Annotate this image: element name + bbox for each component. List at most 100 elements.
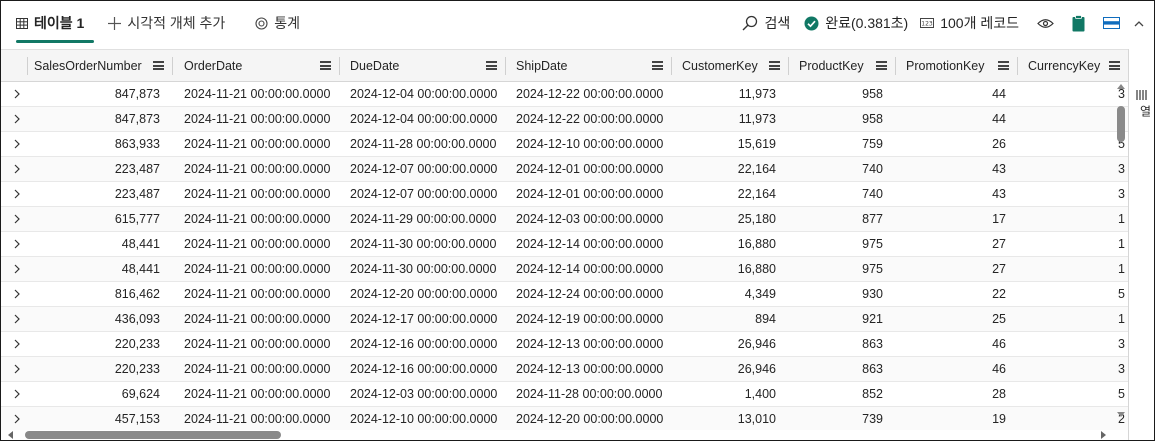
column-separator[interactable] xyxy=(172,57,173,75)
table-cell: 4,349 xyxy=(744,287,776,301)
clipboard-icon[interactable] xyxy=(1072,14,1085,32)
expand-row-icon[interactable] xyxy=(10,307,24,331)
expand-row-icon[interactable] xyxy=(10,132,24,156)
table-row[interactable]: 69,624 2024-11-21 00:00:00.0000 2024-12-03… xyxy=(1,382,1128,407)
toolbar-actions: 검색 완료(0.381초) 123 100개 레코드 xyxy=(728,1,1144,45)
column-separator[interactable] xyxy=(339,57,340,75)
column-header-promotionkey[interactable]: PromotionKey xyxy=(896,50,1017,82)
table-cell: 2024-12-22 00:00:00.0000 xyxy=(516,87,664,101)
table-row[interactable]: 220,233 2024-11-21 00:00:00.0000 2024-12-1… xyxy=(1,332,1128,357)
table-cell: 26,946 xyxy=(737,337,776,351)
table-cell: 739 xyxy=(862,412,883,426)
tab-label: 통계 xyxy=(274,15,301,31)
expand-row-icon[interactable] xyxy=(10,357,24,381)
column-menu-icon[interactable] xyxy=(153,61,164,70)
column-separator[interactable] xyxy=(671,57,672,75)
table-cell: 2024-12-17 00:00:00.0000 xyxy=(350,312,498,326)
scroll-right-icon[interactable] xyxy=(1101,431,1106,439)
column-menu-icon[interactable] xyxy=(652,61,663,70)
expand-row-icon[interactable] xyxy=(10,82,24,106)
tab-stats[interactable]: 통계 xyxy=(245,1,310,45)
expand-row-icon[interactable] xyxy=(10,382,24,406)
table-row[interactable]: 436,093 2024-11-21 00:00:00.0000 2024-12-1… xyxy=(1,307,1128,332)
column-header-customerkey[interactable]: CustomerKey xyxy=(672,50,788,82)
column-separator[interactable] xyxy=(1017,57,1018,75)
table-cell: 27 xyxy=(992,262,1006,276)
table-row[interactable]: 220,233 2024-11-21 00:00:00.0000 2024-12-1… xyxy=(1,357,1128,382)
column-separator[interactable] xyxy=(27,57,28,75)
table-row[interactable]: 457,153 2024-11-21 00:00:00.0000 2024-12-1… xyxy=(1,407,1128,430)
vertical-scrollbar[interactable] xyxy=(1114,82,1127,422)
expand-row-icon[interactable] xyxy=(10,407,24,430)
horizontal-scroll-thumb[interactable] xyxy=(25,431,281,439)
column-separator[interactable] xyxy=(505,57,506,75)
column-header-orderdate[interactable]: OrderDate xyxy=(173,50,339,82)
column-menu-icon[interactable] xyxy=(769,61,780,70)
table-cell: 2024-11-21 00:00:00.0000 xyxy=(184,337,331,351)
table-row[interactable]: 847,873 2024-11-21 00:00:00.0000 2024-12-0… xyxy=(1,107,1128,132)
column-header-currencykey[interactable]: CurrencyKey xyxy=(1018,50,1128,82)
scroll-up-icon[interactable] xyxy=(1117,84,1125,89)
vertical-scroll-thumb[interactable] xyxy=(1117,106,1125,142)
horizontal-scrollbar[interactable] xyxy=(1,429,1114,440)
chevron-up-icon[interactable] xyxy=(1134,20,1144,27)
table-cell: 921 xyxy=(862,312,883,326)
expand-row-icon[interactable] xyxy=(10,257,24,281)
column-header-label: PromotionKey xyxy=(906,59,985,73)
column-header-shipdate[interactable]: ShipDate xyxy=(506,50,671,82)
table-cell: 25,180 xyxy=(737,212,776,226)
expand-row-icon[interactable] xyxy=(10,282,24,306)
table-cell: 43 xyxy=(992,187,1006,201)
table-cell: 2024-11-21 00:00:00.0000 xyxy=(184,287,331,301)
table-cell: 15,619 xyxy=(737,137,776,151)
expand-row-icon[interactable] xyxy=(10,207,24,231)
table-cell: 2024-11-21 00:00:00.0000 xyxy=(184,312,331,326)
table-cell: 847,873 xyxy=(114,112,160,126)
column-menu-icon[interactable] xyxy=(876,61,887,70)
status-label: 완료(0.381초) xyxy=(825,15,909,31)
scroll-down-icon[interactable] xyxy=(1117,412,1125,417)
column-separator[interactable] xyxy=(788,57,789,75)
table-cell: 2 xyxy=(1118,412,1125,426)
expand-row-icon[interactable] xyxy=(10,332,24,356)
table-cell: 2024-11-30 00:00:00.0000 xyxy=(350,237,497,251)
table-row[interactable]: 847,873 2024-11-21 00:00:00.0000 2024-12-0… xyxy=(1,82,1128,107)
column-menu-icon[interactable] xyxy=(1109,61,1120,70)
expand-row-icon[interactable] xyxy=(10,232,24,256)
tab-add-visual[interactable]: 시각적 개체 추가 xyxy=(98,1,235,45)
expand-row-icon[interactable] xyxy=(10,182,24,206)
table-cell: 975 xyxy=(862,262,883,276)
eye-icon[interactable] xyxy=(1037,18,1054,29)
table-row[interactable]: 223,487 2024-11-21 00:00:00.0000 2024-12-0… xyxy=(1,182,1128,207)
column-menu-icon[interactable] xyxy=(486,61,497,70)
table-cell: 48,441 xyxy=(121,237,160,251)
column-header-duedate[interactable]: DueDate xyxy=(340,50,505,82)
table-row[interactable]: 223,487 2024-11-21 00:00:00.0000 2024-12-0… xyxy=(1,157,1128,182)
expand-row-icon[interactable] xyxy=(10,107,24,131)
column-header-productkey[interactable]: ProductKey xyxy=(789,50,895,82)
column-menu-icon[interactable] xyxy=(998,61,1009,70)
table-cell: 852 xyxy=(862,387,883,401)
table-cell: 2024-12-01 00:00:00.0000 xyxy=(516,162,664,176)
search-button[interactable]: 검색 xyxy=(742,13,790,33)
table-cell: 2024-11-21 00:00:00.0000 xyxy=(184,237,331,251)
table-row[interactable]: 48,441 2024-11-21 00:00:00.0000 2024-11-30… xyxy=(1,257,1128,282)
table-cell: 2024-12-14 00:00:00.0000 xyxy=(516,262,664,276)
tab-table-1[interactable]: 테이블 1 xyxy=(6,1,95,45)
table-row[interactable]: 863,933 2024-11-21 00:00:00.0000 2024-11-2… xyxy=(1,132,1128,157)
column-menu-icon[interactable] xyxy=(320,61,331,70)
table-cell: 2024-12-24 00:00:00.0000 xyxy=(516,287,664,301)
table-cell: 17 xyxy=(992,212,1006,226)
expand-row-icon[interactable] xyxy=(10,157,24,181)
table-cell: 958 xyxy=(862,112,883,126)
table-row[interactable]: 816,462 2024-11-21 00:00:00.0000 2024-12-2… xyxy=(1,282,1128,307)
table-row[interactable]: 615,777 2024-11-21 00:00:00.0000 2024-11-2… xyxy=(1,207,1128,232)
table-cell: 46 xyxy=(992,362,1006,376)
columns-side-panel[interactable]: 열 xyxy=(1128,49,1154,440)
layout-icon[interactable] xyxy=(1103,17,1120,29)
column-header-salesordernumber[interactable]: SalesOrderNumber xyxy=(28,50,172,82)
scroll-left-icon[interactable] xyxy=(8,431,13,439)
column-separator[interactable] xyxy=(895,57,896,75)
table-row[interactable]: 48,441 2024-11-21 00:00:00.0000 2024-11-30… xyxy=(1,232,1128,257)
table-cell: 2024-12-04 00:00:00.0000 xyxy=(350,87,498,101)
